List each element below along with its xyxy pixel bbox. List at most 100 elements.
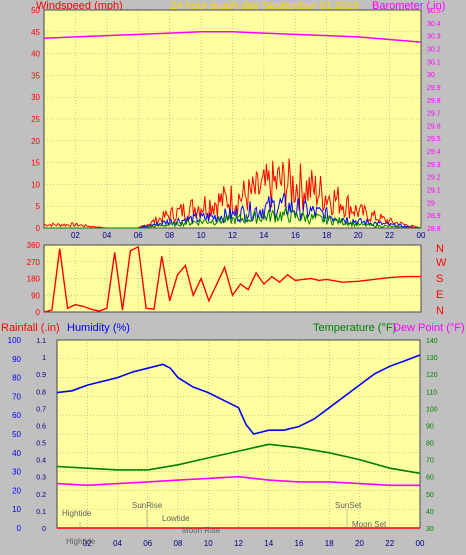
compass-letter: N xyxy=(436,243,444,255)
y-tick-label: 90 xyxy=(31,291,40,300)
y-right-tick-label: 80 xyxy=(426,441,434,448)
astro-label: Lowtide xyxy=(162,514,190,523)
graph-title: 24 hour graph day September 01 2019 xyxy=(170,0,359,12)
y-tick-label: 15 xyxy=(31,159,40,168)
x-tick-label: 08 xyxy=(174,539,183,548)
rain-tick-label: 1 xyxy=(42,355,46,362)
y-right-tick-label: 50 xyxy=(426,492,434,499)
y-tick-label: 180 xyxy=(27,275,41,284)
x-tick-label: 20 xyxy=(354,231,363,240)
y-tick-label: 360 xyxy=(27,241,41,250)
astro-label: Hightide xyxy=(62,509,92,518)
y-right-tick-label: 30.5 xyxy=(427,8,441,15)
y-tick-label: 80 xyxy=(12,374,21,383)
barometer-line xyxy=(43,31,422,43)
x-tick-label: 02 xyxy=(83,539,92,548)
y-right-tick-label: 130 xyxy=(426,355,438,362)
rain-tick-label: 0.7 xyxy=(36,406,46,413)
y-tick-label: 30 xyxy=(31,93,40,102)
rain-tick-label: 1.1 xyxy=(36,338,46,345)
x-tick-label: 22 xyxy=(385,539,394,548)
y-right-tick-label: 140 xyxy=(426,338,438,345)
y-right-tick-label: 29.6 xyxy=(427,123,441,130)
dewpoint-axis-label: Dew Point (°F) xyxy=(393,322,465,334)
x-tick-label: 12 xyxy=(234,539,243,548)
y-tick-label: 45 xyxy=(31,28,40,37)
x-tick-label: 00 xyxy=(416,539,425,548)
y-right-tick-label: 29.2 xyxy=(427,175,441,182)
y-tick-label: 25 xyxy=(31,115,40,124)
y-tick-label: 20 xyxy=(12,486,21,495)
x-tick-label: 08 xyxy=(165,231,174,240)
x-tick-label: 12 xyxy=(228,231,237,240)
temperature-axis-label: Temperature (°F) xyxy=(313,322,396,334)
rain-tick-label: 0.9 xyxy=(36,372,46,379)
y-tick-label: 40 xyxy=(12,449,21,458)
y-right-tick-label: 29.7 xyxy=(427,111,441,118)
y-tick-label: 50 xyxy=(31,6,40,15)
astro-label: Moon Set xyxy=(352,520,387,529)
x-tick-label: 18 xyxy=(322,231,331,240)
y-tick-label: 0 xyxy=(36,308,41,317)
y-right-tick-label: 30.1 xyxy=(427,59,441,66)
y-right-tick-label: 110 xyxy=(426,389,437,396)
wind-direction-line xyxy=(43,245,421,313)
y-right-tick-label: 60 xyxy=(426,475,434,482)
x-tick-label: 02 xyxy=(71,231,80,240)
y-right-tick-label: 40 xyxy=(426,509,434,516)
y-right-tick-label: 30 xyxy=(427,72,435,79)
astro-label: SunRise xyxy=(132,501,163,510)
x-tick-label: 06 xyxy=(134,231,143,240)
y-right-tick-label: 120 xyxy=(426,372,438,379)
y-right-tick-label: 29.1 xyxy=(427,188,441,195)
y-tick-label: 50 xyxy=(12,430,21,439)
barometer-axis-label: Barometer (.in) xyxy=(372,0,445,12)
x-tick-label: 00 xyxy=(417,231,426,240)
y-right-tick-label: 70 xyxy=(426,458,434,465)
y-right-tick-label: 29.8 xyxy=(427,98,441,105)
humidity-axis-label: Humidity (%) xyxy=(67,322,130,334)
x-tick-label: 10 xyxy=(204,539,213,548)
x-tick-label: 18 xyxy=(325,539,334,548)
y-right-tick-label: 28.8 xyxy=(427,226,441,233)
y-tick-label: 60 xyxy=(12,411,21,420)
y-tick-label: 270 xyxy=(27,258,41,267)
y-right-tick-label: 30.2 xyxy=(427,46,441,53)
x-tick-label: 06 xyxy=(143,539,152,548)
astro-markers: Hightide SunRise Lowtide Moon Rise SunSet Moo… xyxy=(62,501,387,546)
x-tick-label: 04 xyxy=(102,231,111,240)
wind-average-line xyxy=(44,207,422,229)
rain-tick-label: 0.5 xyxy=(36,441,46,448)
tick-labels: 0510152025303540455028.828.92929.129.229… xyxy=(8,6,441,548)
windspeed-axis-label: Windspeed (mph) xyxy=(36,0,123,12)
y-tick-label: 20 xyxy=(31,137,40,146)
y-tick-label: 0 xyxy=(17,524,22,533)
y-right-tick-label: 30 xyxy=(426,526,434,533)
y-tick-label: 40 xyxy=(31,50,40,59)
y-right-tick-label: 29.9 xyxy=(427,85,441,92)
humidity-line xyxy=(56,354,421,435)
y-tick-label: 70 xyxy=(12,392,21,401)
x-tick-label: 16 xyxy=(295,539,304,548)
rain-tick-label: 0.4 xyxy=(36,458,46,465)
astro-label: Hightide xyxy=(66,537,96,546)
y-tick-label: 10 xyxy=(31,180,40,189)
y-right-tick-label: 29 xyxy=(427,200,435,207)
x-tick-label: 22 xyxy=(385,231,394,240)
y-right-tick-label: 100 xyxy=(426,406,438,413)
rain-tick-label: 0.3 xyxy=(36,475,46,482)
compass-letter: E xyxy=(436,289,443,301)
y-tick-label: 30 xyxy=(12,468,21,477)
temperature-line xyxy=(56,443,421,475)
rain-tick-label: 0.2 xyxy=(36,492,46,499)
rain-tick-label: 0.6 xyxy=(36,423,46,430)
y-tick-label: 10 xyxy=(12,505,21,514)
y-tick-label: 0 xyxy=(36,224,41,233)
rainfall-axis-label: Rainfall (.in) xyxy=(1,322,60,334)
x-tick-label: 04 xyxy=(113,539,122,548)
y-right-tick-label: 30.3 xyxy=(427,34,441,41)
rain-tick-label: 0 xyxy=(42,526,46,533)
y-tick-label: 100 xyxy=(8,336,22,345)
